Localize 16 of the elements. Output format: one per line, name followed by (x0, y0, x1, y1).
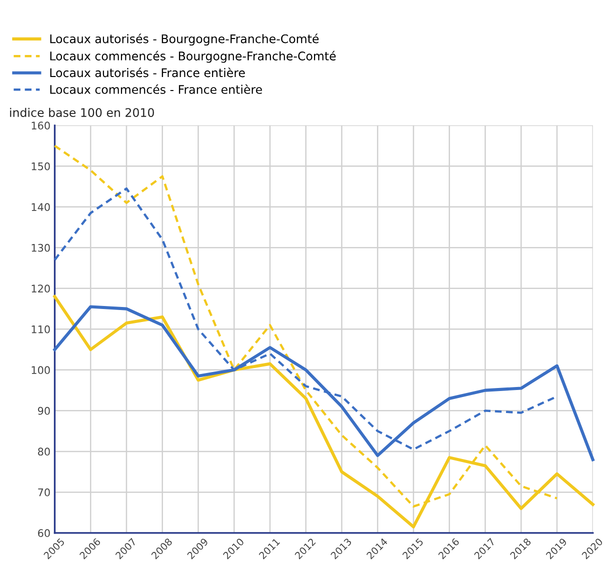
y-tick-label: 100 (32, 366, 50, 374)
y-tick-label: 60 (38, 529, 50, 538)
y-tick-label: 160 (32, 122, 50, 130)
y-tick-label: 80 (38, 448, 50, 456)
legend-label: Locaux autorisés - Bourgogne-Franche-Comté (50, 34, 319, 46)
y-tick-label: 150 (32, 162, 50, 170)
legend-label: Locaux commencés - Bourgogne-Franche-Comté (50, 50, 336, 63)
y-tick-label: 120 (32, 284, 50, 293)
y-tick-label: 140 (32, 203, 50, 212)
y-axis-title: indice base 100 en 2010 (10, 108, 154, 117)
y-tick-label: 90 (38, 406, 50, 415)
y-tick-label: 110 (32, 325, 50, 334)
legend-label: Locaux autorisés - France entière (50, 68, 245, 78)
y-tick-label: 70 (38, 488, 50, 496)
y-tick-label: 130 (32, 244, 50, 252)
legend-label: Locaux commencés - France entière (50, 84, 262, 94)
